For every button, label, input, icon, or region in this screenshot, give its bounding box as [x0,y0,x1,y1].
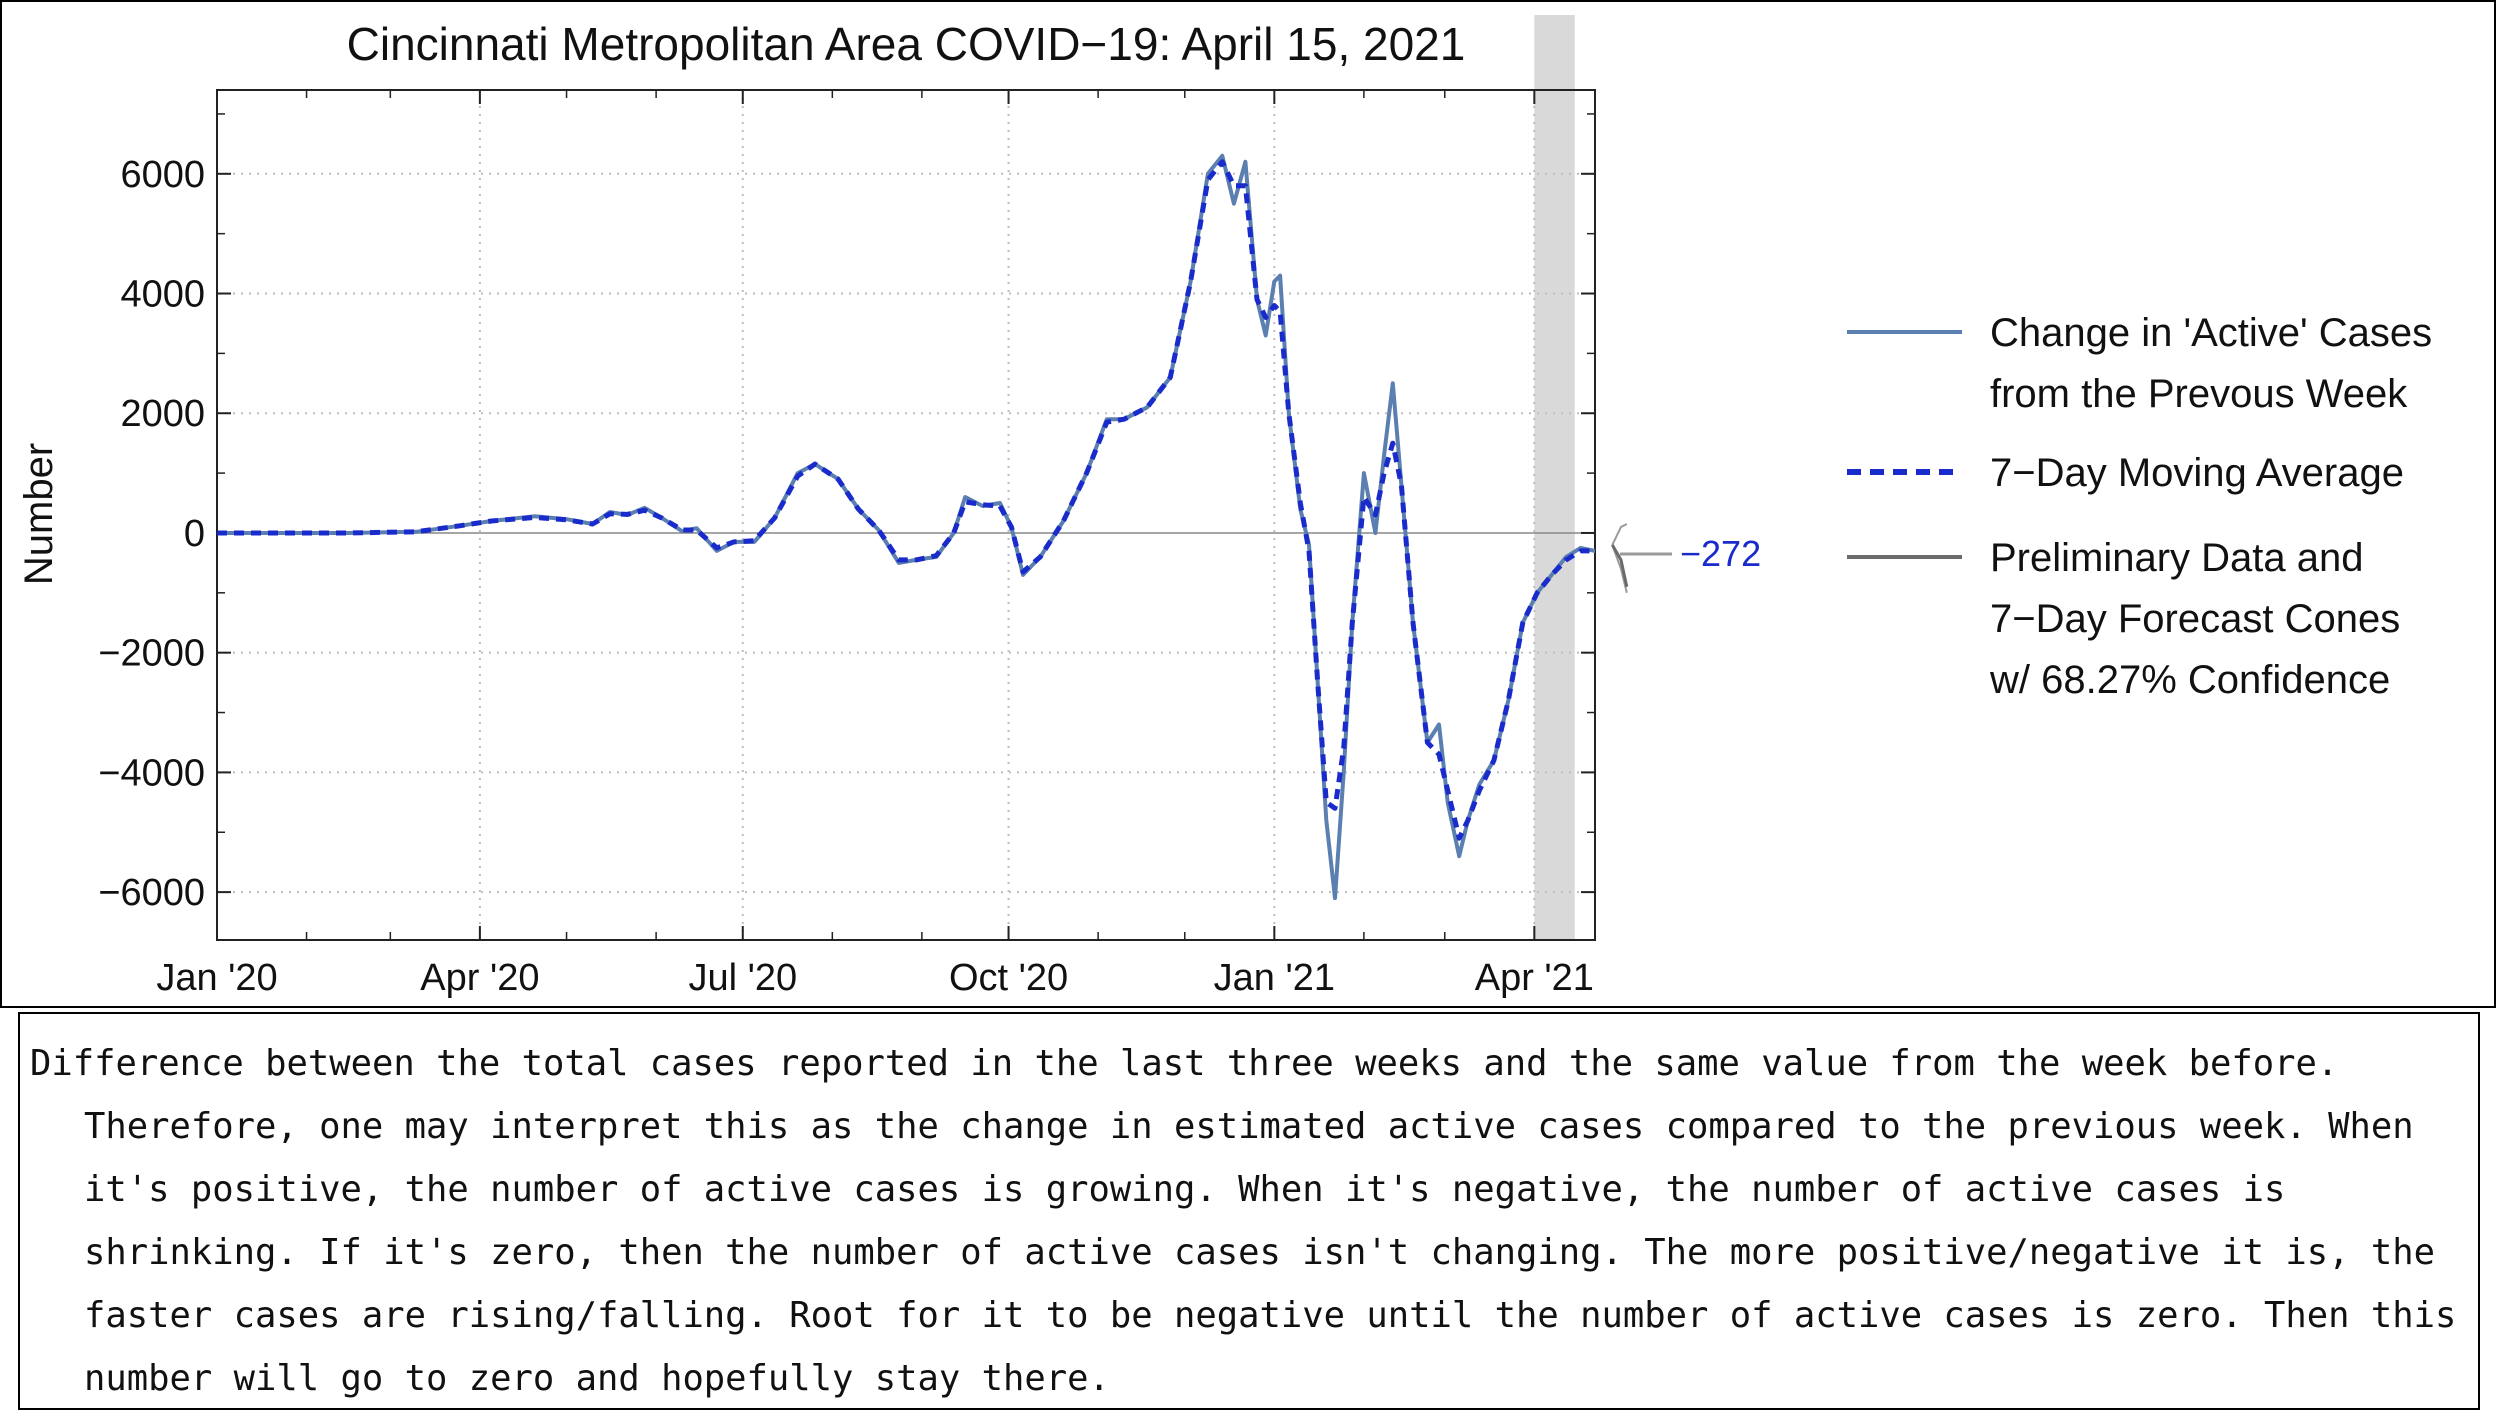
y-tick-label: −2000 [98,633,205,675]
end-value-label: −272 [1680,533,1761,574]
tick-layer: 6000 4000 2000 0 −2000 −4000 −6000 Jan '20 Apr '… [98,90,1595,999]
y-tick-label: 2000 [120,393,205,435]
x-tick-label: Apr '21 [1475,957,1594,999]
y-tick-label: 6000 [120,154,205,196]
forecast-shaded-region [1534,15,1575,940]
series-line-0 [217,153,1595,901]
legend-label: w/ 68.27% Confidence [1989,658,2390,702]
chart-title: Cincinnati Metropolitan Area COVID−19: A… [347,18,1466,70]
plot-frame [216,89,1596,941]
series-line-2 [1611,544,1629,588]
legend: Change in 'Active' Cases from the Prevous… [1847,311,2432,702]
x-tick-label: Apr '20 [420,957,539,999]
legend-label: Preliminary Data and [1990,536,2364,580]
y-tick-label: 4000 [120,274,205,316]
series-line-1 [217,159,1595,841]
legend-label: Change in 'Active' Cases [1990,311,2432,355]
x-tick-label: Jan '21 [1214,957,1335,999]
y-axis-label: Number [17,443,61,585]
caption-text: Difference between the total cases repor… [30,1043,2457,1399]
series-layer [217,153,1595,901]
x-tick-label: Jan '20 [156,957,277,999]
chart-frame: 6000 4000 2000 0 −2000 −4000 −6000 Jan '20 Apr '… [0,0,2496,1008]
legend-label: 7−Day Forecast Cones [1990,597,2400,641]
y-tick-label: −4000 [98,752,205,794]
x-tick-label: Jul '20 [688,957,797,999]
legend-label: 7−Day Moving Average [1990,451,2404,495]
x-tick-label: Oct '20 [949,957,1068,999]
y-tick-label: −6000 [98,872,205,914]
chart-svg: 6000 4000 2000 0 −2000 −4000 −6000 Jan '20 Apr '… [17,15,2432,999]
forecast-layer [1611,523,1629,594]
caption-box: Difference between the total cases repor… [18,1012,2480,1410]
legend-label: from the Prevous Week [1990,372,2408,416]
forecast-cone-lower [1611,544,1628,594]
forecast-cone-upper [1611,523,1628,546]
grid-layer [217,90,1595,940]
y-tick-label: 0 [184,513,205,555]
